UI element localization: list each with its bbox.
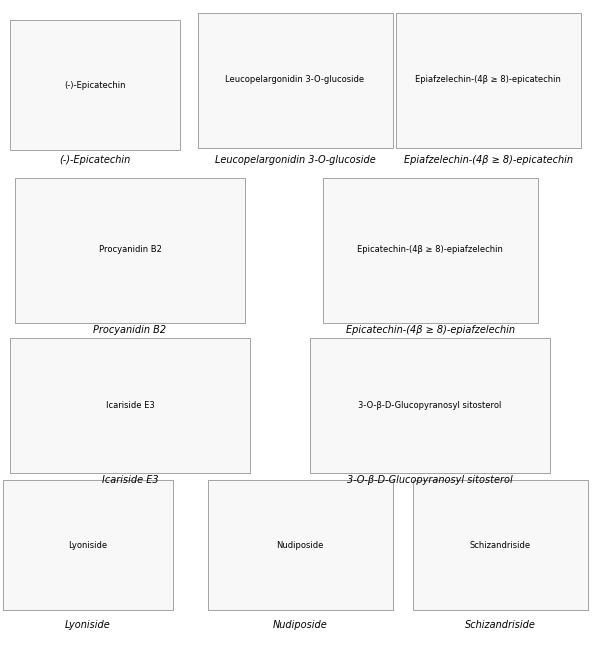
Text: Epiafzelechin-(4β ≥ 8)-epicatechin: Epiafzelechin-(4β ≥ 8)-epicatechin [415,76,561,84]
Text: (-)-Epicatechin: (-)-Epicatechin [64,80,126,89]
Text: Nudiposide: Nudiposide [272,620,328,630]
Text: Epicatechin-(4β ≥ 8)-epiafzelechin: Epicatechin-(4β ≥ 8)-epiafzelechin [357,245,503,255]
Text: Nudiposide: Nudiposide [277,540,323,549]
Bar [197,13,392,147]
Bar [3,480,173,610]
Text: 3-O-β-D-Glucopyranosyl sitosterol: 3-O-β-D-Glucopyranosyl sitosterol [347,475,513,485]
Text: Schizandriside: Schizandriside [464,620,535,630]
Text: Schizandriside: Schizandriside [469,540,530,549]
Bar [10,20,180,150]
Text: Icariside E3: Icariside E3 [101,475,158,485]
Text: Lyoniside: Lyoniside [68,540,107,549]
Bar [10,338,250,472]
Text: Icariside E3: Icariside E3 [106,401,154,409]
Bar [208,480,392,610]
Bar [323,178,538,322]
Bar [310,338,550,472]
Text: Epiafzelechin-(4β ≥ 8)-epicatechin: Epiafzelechin-(4β ≥ 8)-epicatechin [404,155,572,165]
Bar [413,480,587,610]
Text: 3-O-β-D-Glucopyranosyl sitosterol: 3-O-β-D-Glucopyranosyl sitosterol [358,401,502,409]
Text: Leucopelargonidin 3-O-glucoside: Leucopelargonidin 3-O-glucoside [215,155,376,165]
Text: Procyanidin B2: Procyanidin B2 [98,245,161,255]
Bar [15,178,245,322]
Text: Lyoniside: Lyoniside [65,620,111,630]
Text: (-)-Epicatechin: (-)-Epicatechin [59,155,131,165]
Bar [395,13,581,147]
Text: Procyanidin B2: Procyanidin B2 [94,325,167,335]
Text: Epicatechin-(4β ≥ 8)-epiafzelechin: Epicatechin-(4β ≥ 8)-epiafzelechin [346,325,515,335]
Text: Leucopelargonidin 3-O-glucoside: Leucopelargonidin 3-O-glucoside [226,76,365,84]
